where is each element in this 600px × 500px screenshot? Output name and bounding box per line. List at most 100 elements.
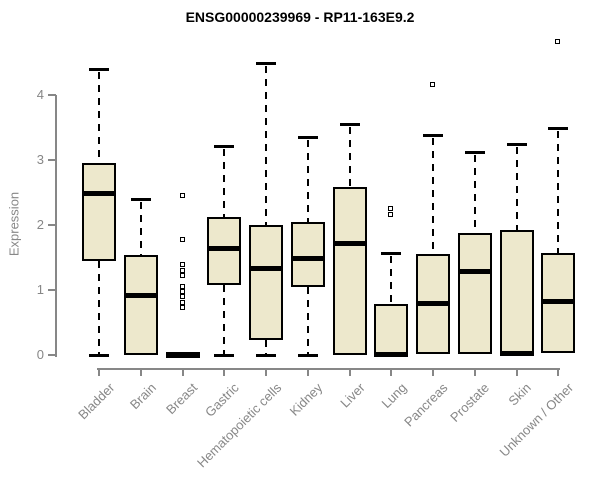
boxplot-brain-median <box>124 292 159 298</box>
x-axis-tick <box>98 368 101 376</box>
boxplot-pancreas-outlier <box>430 82 436 88</box>
boxplot-brain-box <box>124 254 159 355</box>
boxplot-lung-upper-whisker <box>390 255 393 305</box>
boxplot-bladder-box <box>82 163 117 261</box>
x-axis-tick <box>140 368 143 376</box>
boxplot-prostate-box <box>457 233 492 354</box>
boxplot-liver-median <box>332 241 367 247</box>
boxplot-gastric-lower-whisker <box>223 284 226 355</box>
boxplot-hematopoietic-cells-median <box>249 265 284 271</box>
x-axis-tick <box>181 368 184 376</box>
x-axis-tick <box>223 368 226 376</box>
category-label-breast: Breast <box>163 380 201 418</box>
boxplot-gastric-box <box>207 217 242 285</box>
boxplot-pancreas-upper-cap <box>423 134 444 138</box>
boxplot-gastric-median <box>207 245 242 251</box>
boxplot-pancreas-median <box>416 301 451 306</box>
boxplot-lung-outlier <box>388 212 394 218</box>
boxplot-kidney-box <box>290 221 325 287</box>
x-axis-tick <box>432 368 435 376</box>
y-axis-tick <box>48 289 56 291</box>
category-label-pancreas: Pancreas <box>401 380 451 430</box>
y-axis-tick <box>48 159 56 161</box>
boxplot-gastric-lower-cap <box>214 354 235 357</box>
category-label-prostate: Prostate <box>447 380 493 425</box>
boxplot-gastric-upper-cap <box>214 144 235 148</box>
boxplot-bladder-lower-cap <box>89 354 110 357</box>
y-axis-tick <box>48 224 56 226</box>
y-tick-label: 0 <box>36 347 44 362</box>
x-axis-line <box>97 368 561 370</box>
boxplot-brain-upper-whisker <box>140 202 143 255</box>
category-label-kidney: Kidney <box>286 380 326 419</box>
boxplot-brain-upper-cap <box>131 198 152 201</box>
boxplot-breast-outlier <box>179 300 185 305</box>
boxplot-lung-box <box>374 304 409 355</box>
boxplot-kidney-lower-cap <box>297 354 318 357</box>
boxplot-gastric-upper-whisker <box>223 148 226 218</box>
x-axis-tick <box>515 368 518 376</box>
boxplot-breast-outlier <box>179 294 185 300</box>
x-axis-tick <box>306 368 309 376</box>
boxplot-hematopoietic-cells-lower-cap <box>256 354 277 357</box>
boxplot-breast-outlier <box>179 262 185 268</box>
category-label-liver: Liver <box>336 380 368 411</box>
y-tick-label: 1 <box>36 282 44 297</box>
boxplot-hematopoietic-cells-upper-cap <box>256 61 277 65</box>
boxplot-prostate-median <box>457 268 492 274</box>
boxplot-kidney-median <box>290 255 325 261</box>
category-label-lung: Lung <box>377 380 410 412</box>
y-axis-tick <box>48 354 56 356</box>
boxplot-breast-outlier <box>179 272 185 278</box>
boxplot-lung-upper-cap <box>381 251 402 255</box>
boxplot-liver-upper-whisker <box>348 127 351 188</box>
boxplot-liver-box <box>332 187 367 355</box>
boxplot-liver-upper-cap <box>339 123 360 127</box>
boxplot-breast-outlier <box>179 288 185 294</box>
boxplot-breast-outlier <box>179 236 185 242</box>
x-axis-tick <box>265 368 268 376</box>
category-label-gastric: Gastric <box>202 380 243 420</box>
boxplot-unknown-other-upper-cap <box>548 126 569 130</box>
category-label-unknown-other: Unknown / Other <box>496 380 576 460</box>
y-tick-label: 3 <box>36 152 44 167</box>
boxplot-unknown-other-upper-whisker <box>557 130 560 253</box>
category-label-brain: Brain <box>126 380 159 413</box>
y-axis-line <box>55 95 57 357</box>
boxplot-skin-box <box>499 230 534 355</box>
y-tick-label: 4 <box>36 87 44 102</box>
boxplot-prostate-upper-cap <box>464 151 485 155</box>
boxplot-bladder-upper-cap <box>89 68 110 71</box>
category-label-bladder: Bladder <box>74 380 117 423</box>
x-axis-tick <box>390 368 393 376</box>
boxplot-skin-upper-whisker <box>515 146 518 231</box>
boxplot-hematopoietic-cells-lower-whisker <box>265 340 268 355</box>
boxplot-breast-outlier <box>179 283 185 289</box>
boxplot-hematopoietic-cells-upper-whisker <box>265 65 268 225</box>
boxplot-skin-median <box>499 351 534 357</box>
boxplot-hematopoietic-cells-box <box>249 225 284 341</box>
x-axis-tick <box>348 368 351 376</box>
chart-title: ENSG00000239969 - RP11-163E9.2 <box>185 9 415 25</box>
boxplot-kidney-lower-whisker <box>306 286 309 355</box>
boxplot-unknown-other-median <box>541 299 576 305</box>
boxplot-kidney-upper-cap <box>297 136 318 140</box>
category-label-skin: Skin <box>505 380 535 409</box>
boxplot-breast-outlier <box>179 267 185 273</box>
boxplot-bladder-upper-whisker <box>98 72 101 164</box>
boxplot-lung-outlier <box>388 205 394 211</box>
boxplot-breast-median <box>165 352 200 358</box>
boxplot-bladder-lower-whisker <box>98 260 101 355</box>
boxplot-kidney-upper-whisker <box>306 140 309 222</box>
boxplot-breast-outlier <box>179 305 185 311</box>
x-axis-tick <box>557 368 560 376</box>
boxplot-pancreas-upper-whisker <box>432 138 435 254</box>
boxplot-breast-outlier <box>179 192 185 198</box>
boxplot-lung-median <box>374 351 409 357</box>
y-tick-label: 2 <box>36 217 44 232</box>
boxplot-skin-upper-cap <box>506 142 527 146</box>
x-axis-tick <box>473 368 476 376</box>
boxplot-prostate-upper-whisker <box>473 155 476 234</box>
boxplot-bladder-median <box>82 190 117 196</box>
